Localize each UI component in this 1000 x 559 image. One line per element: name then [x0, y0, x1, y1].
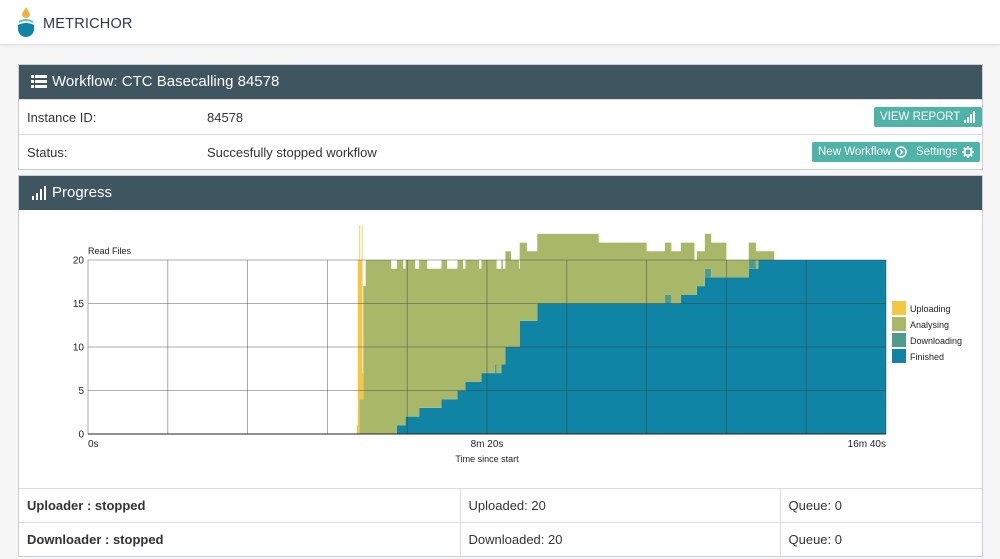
new-workflow-button[interactable]: New Workflow: [812, 142, 914, 162]
settings-button[interactable]: Settings: [910, 142, 980, 162]
downloader-queue: Queue: 0: [779, 522, 982, 557]
progress-title: Progress: [52, 184, 113, 201]
legend-label-finished: Finished: [910, 352, 944, 362]
y-tick-label: 5: [78, 386, 84, 397]
y-tick-label: 10: [73, 343, 85, 354]
signal-icon: [964, 111, 976, 123]
y-tick-label: 15: [73, 299, 85, 310]
signal-icon: [32, 186, 46, 200]
view-report-button[interactable]: VIEW REPORT: [874, 107, 983, 127]
new-workflow-label: New Workflow: [818, 146, 892, 158]
legend-swatch-analysing: [892, 317, 906, 331]
workflow-panel: Workflow: CTC Basecalling 84578 Instance…: [18, 64, 983, 170]
legend-swatch-uploading: [892, 301, 906, 315]
legend-swatch-downloading: [892, 333, 906, 347]
x-axis-label: Time since start: [455, 454, 519, 464]
legend-label-uploading: Uploading: [910, 304, 951, 314]
legend-label-analysing: Analysing: [910, 320, 949, 330]
progress-header: Progress: [19, 176, 982, 210]
uploader-row: Uploader : stopped Uploaded: 20 Queue: 0: [19, 488, 982, 523]
workflow-header: Workflow: CTC Basecalling 84578: [19, 65, 982, 99]
downloader-row: Downloader : stopped Downloaded: 20 Queu…: [19, 522, 982, 557]
legend-label-downloading: Downloading: [910, 336, 962, 346]
y-axis-label: Read Files: [88, 246, 132, 256]
downloader-label: Downloader : stopped: [19, 522, 460, 557]
metrichor-logo-icon[interactable]: [16, 7, 36, 37]
uploader-queue: Queue: 0: [779, 488, 982, 523]
progress-chart: 0 5 10 15 20 0s 8m 20s 16m 40s Read Files Time si…: [19, 211, 982, 487]
progress-chart-svg: 0 5 10 15 20 0s 8m 20s 16m 40s Read Files Time si…: [73, 225, 962, 464]
uploaded-count: Uploaded: 20: [459, 488, 780, 523]
workflow-title: Workflow: CTC Basecalling 84578: [52, 73, 280, 90]
gear-icon: [961, 146, 974, 158]
y-tick-label: 20: [73, 256, 85, 267]
x-tick-label: 0s: [88, 439, 99, 450]
top-bar: METRICHOR: [0, 0, 1000, 45]
progress-panel: Progress 0 5 10 15 20 0s 8m 20s 16m 40s Read Fil…: [18, 175, 983, 557]
uploader-label: Uploader : stopped: [19, 488, 460, 523]
arrow-circle-icon: [895, 146, 908, 158]
view-report-label: VIEW REPORT: [880, 111, 961, 123]
legend-swatch-finished: [892, 349, 906, 363]
x-tick-label: 8m 20s: [471, 439, 504, 450]
list-icon: [31, 75, 47, 88]
brand-name[interactable]: METRICHOR: [43, 16, 133, 32]
instance-row: Instance ID: 84578 VIEW REPORT: [19, 99, 983, 134]
status-value: Succesfully stopped workflow: [207, 145, 377, 160]
instance-value: 84578: [207, 110, 244, 125]
downloaded-count: Downloaded: 20: [459, 522, 780, 557]
status-row: Status: Succesfully stopped workflow New…: [19, 134, 982, 169]
instance-label: Instance ID:: [27, 110, 97, 125]
x-tick-label: 16m 40s: [848, 439, 886, 450]
settings-label: Settings: [916, 146, 958, 158]
y-tick-label: 0: [78, 430, 84, 441]
status-label: Status:: [27, 145, 68, 160]
status-table: Uploader : stopped Uploaded: 20 Queue: 0…: [19, 488, 982, 557]
